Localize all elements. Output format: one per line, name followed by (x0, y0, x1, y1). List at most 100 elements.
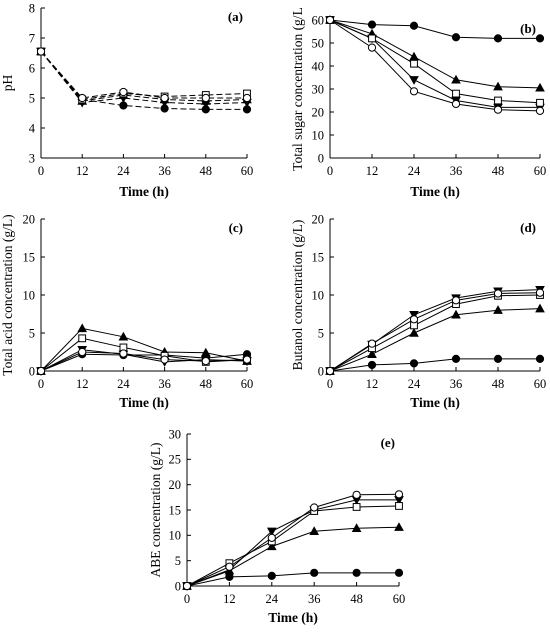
data-point-circle_filled (310, 568, 319, 577)
data-point-circle_filled (409, 359, 419, 368)
panel-label: (a) (228, 9, 243, 24)
x-tick-label: 12 (223, 592, 236, 606)
x-tick-label: 0 (327, 164, 333, 178)
y-tick-label: 3 (29, 151, 35, 165)
data-point-circle_open (36, 47, 46, 56)
x-tick-label: 24 (117, 164, 130, 178)
data-point-circle_filled (352, 568, 361, 577)
data-point-triangle_up_filled (535, 303, 545, 313)
y-tick-label: 0 (318, 364, 324, 378)
data-point-square_open (395, 502, 403, 510)
x-tick-label: 12 (76, 377, 89, 391)
series-line-circle_filled (186, 572, 399, 587)
chart-panel-0: 3 4 5 6 7 8 0 12 24 36 48 60 Time (h) pH (a) (0, 1, 253, 199)
x-axis-label: Time (h) (410, 395, 460, 410)
x-tick-label: 0 (184, 592, 190, 606)
data-point-circle_open (310, 503, 319, 512)
y-tick-label: 10 (169, 529, 182, 543)
panel-label: (c) (229, 220, 243, 235)
data-point-circle_open (225, 562, 234, 571)
y-tick-label: 5 (29, 91, 35, 105)
data-point-circle_open (160, 355, 169, 364)
data-point-circle_open (535, 288, 545, 297)
x-tick-label: 60 (241, 377, 254, 391)
series-line-circle_open (186, 493, 400, 587)
y-tick-label: 20 (312, 105, 325, 119)
x-axis-label: Time (h) (410, 184, 460, 199)
series-line-square_open (40, 337, 248, 372)
y-tick-label: 20 (23, 212, 36, 226)
series-line-triangle_down_filled (40, 349, 248, 372)
y-tick-label: 5 (29, 326, 35, 340)
y-axis-label: ABE concentration (g/L) (148, 443, 163, 578)
series-line-circle_filled (329, 358, 540, 372)
y-tick-label: 6 (29, 61, 35, 75)
x-tick-label: 12 (366, 377, 379, 391)
x-tick-label: 24 (117, 377, 130, 391)
data-point-square_open (536, 98, 544, 107)
y-tick-label: 50 (312, 36, 325, 50)
x-tick-label: 48 (200, 164, 213, 178)
y-tick-label: 60 (312, 13, 325, 27)
x-tick-label: 60 (393, 592, 406, 606)
y-tick-label: 10 (312, 288, 325, 302)
data-point-circle_open (242, 93, 252, 103)
data-point-triangle_up_filled (493, 81, 503, 91)
series-line-square_open (40, 51, 248, 101)
y-tick-label: 20 (169, 478, 182, 492)
series-line-triangle_up_filled (40, 51, 248, 102)
data-point-circle_filled (451, 354, 461, 363)
data-point-square_open (452, 89, 460, 98)
x-tick-label: 36 (450, 377, 463, 391)
data-point-circle_open (325, 366, 335, 376)
x-tick-label: 48 (492, 377, 505, 391)
data-point-circle_open (119, 349, 128, 358)
y-tick-label: 8 (29, 1, 35, 15)
data-point-triangle_up_filled (266, 541, 277, 551)
y-axis-label: Total sugar concentration (g/L (290, 7, 305, 171)
y-tick-label: 0 (318, 151, 324, 165)
data-point-square_open (494, 96, 502, 105)
x-axis-label: Time (h) (119, 184, 169, 199)
data-point-circle_open (36, 366, 46, 376)
data-point-circle_filled (451, 33, 461, 42)
series-line-circle_open (40, 351, 248, 372)
x-tick-label: 0 (38, 164, 44, 178)
chart-panel-2: 0 5 10 15 20 0 12 24 36 48 60 Time (h) Total acid co… (0, 212, 253, 410)
data-point-circle_open (367, 43, 377, 52)
x-tick-label: 36 (308, 592, 321, 606)
data-point-circle_open (493, 289, 503, 298)
data-point-circle_open (78, 93, 87, 103)
x-tick-label: 36 (158, 164, 171, 178)
x-tick-label: 0 (327, 377, 333, 391)
series-line-square_open (329, 294, 541, 372)
x-tick-label: 48 (492, 164, 505, 178)
data-point-triangle_up_filled (394, 522, 404, 531)
data-point-triangle_up_filled (535, 82, 545, 92)
data-point-triangle_up_filled (493, 305, 503, 314)
data-point-square_open (78, 334, 87, 343)
chart-panel-1: 0 10 20 30 40 50 60 0 12 24 36 48 60 Time (h) Total su… (290, 7, 546, 199)
data-point-square_open (368, 34, 376, 43)
data-point-triangle_up_filled (409, 51, 419, 61)
x-tick-label: 48 (350, 592, 363, 606)
x-tick-label: 12 (366, 164, 379, 178)
x-tick-label: 60 (241, 164, 254, 178)
x-tick-label: 12 (76, 164, 89, 178)
y-tick-label: 10 (23, 288, 36, 302)
x-tick-label: 60 (534, 164, 547, 178)
data-point-circle_open (367, 339, 377, 348)
series-line-triangle_down_filled (329, 289, 541, 372)
y-tick-label: 0 (29, 364, 35, 378)
data-point-circle_open (201, 93, 210, 103)
y-tick-label: 5 (318, 326, 324, 340)
data-point-circle_open (119, 87, 128, 97)
y-tick-label: 30 (312, 82, 325, 96)
y-tick-label: 15 (23, 250, 36, 264)
data-point-circle_filled (535, 354, 545, 363)
y-axis-label: Butanol concentration (g/L) (290, 220, 305, 371)
y-tick-label: 20 (312, 212, 325, 226)
y-tick-label: 5 (175, 554, 181, 568)
data-point-triangle_up_filled (409, 327, 419, 337)
